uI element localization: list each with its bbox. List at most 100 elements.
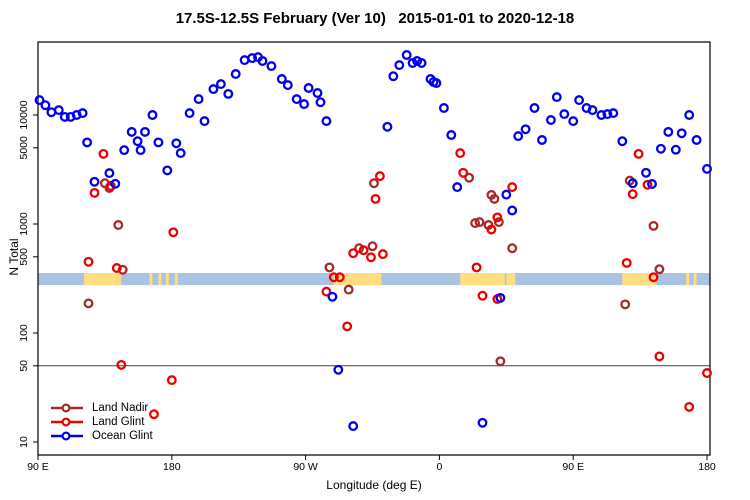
data-point-land-nadir	[464, 172, 475, 183]
data-point-land-glint	[654, 351, 665, 362]
data-point-ocean-glint	[684, 110, 695, 120]
data-point-land-glint	[471, 262, 482, 273]
data-point-land-glint	[507, 182, 518, 193]
data-point-land-nadir	[495, 356, 506, 367]
data-point-land-glint	[116, 359, 127, 370]
ocean-glint-marker-icon	[51, 431, 83, 441]
data-point-ocean-glint	[438, 103, 449, 113]
y-tick-label: 10	[18, 436, 30, 448]
data-point-ocean-glint	[303, 83, 314, 93]
data-point-land-glint	[321, 286, 332, 297]
data-point-land-nadir	[654, 264, 665, 275]
data-point-land-glint	[486, 224, 497, 235]
data-point-ocean-glint	[670, 144, 681, 155]
data-point-ocean-glint	[230, 69, 241, 79]
data-point-ocean-glint	[299, 99, 310, 110]
land-glint-marker-icon	[51, 417, 83, 427]
x-tick-label: 90 E	[27, 461, 49, 473]
data-point-ocean-glint	[77, 108, 88, 119]
data-point-ocean-glint	[119, 145, 130, 156]
data-point-ocean-glint	[676, 128, 687, 139]
data-point-land-glint	[366, 252, 376, 263]
data-point-ocean-glint	[382, 121, 393, 132]
data-point-ocean-glint	[559, 109, 570, 120]
data-point-land-glint	[648, 272, 659, 283]
data-point-ocean-glint	[276, 74, 287, 84]
data-point-ocean-glint	[110, 178, 121, 189]
data-point-ocean-glint	[53, 105, 64, 116]
data-point-ocean-glint	[126, 126, 137, 137]
data-point-ocean-glint	[135, 145, 146, 156]
data-point-land-nadir	[343, 284, 354, 295]
data-point-ocean-glint	[327, 291, 338, 302]
data-point-land-glint	[374, 171, 385, 182]
data-point-ocean-glint	[617, 136, 628, 147]
surface-band-land-patch	[174, 273, 178, 286]
data-point-land-glint	[377, 249, 388, 260]
data-point-ocean-glint	[507, 205, 518, 216]
x-tick-label: 180	[163, 461, 181, 473]
data-point-ocean-glint	[641, 167, 651, 178]
data-point-land-glint	[166, 375, 177, 386]
data-point-ocean-glint	[257, 56, 268, 66]
data-point-ocean-glint	[312, 88, 323, 98]
y-tick-label: 5000	[18, 136, 30, 160]
data-point-ocean-glint	[215, 79, 226, 90]
data-point-land-glint	[168, 227, 179, 238]
data-point-ocean-glint	[162, 165, 173, 176]
data-point-ocean-glint	[388, 71, 399, 82]
data-point-land-glint	[627, 189, 638, 200]
data-point-land-glint	[477, 290, 488, 301]
data-point-ocean-glint	[199, 116, 210, 127]
data-point-land-glint	[83, 256, 94, 267]
x-tick-label: 180	[698, 461, 716, 473]
data-point-land-nadir	[620, 299, 631, 310]
data-point-land-nadir	[489, 193, 500, 204]
data-point-ocean-glint	[333, 364, 344, 375]
y-tick-label: 1000	[18, 212, 30, 236]
data-point-land-nadir	[507, 243, 518, 254]
data-point-ocean-glint	[501, 189, 512, 200]
plot-border	[37, 41, 711, 456]
surface-band-land-patch	[686, 273, 690, 286]
data-point-land-glint	[642, 179, 653, 190]
data-point-ocean-glint	[702, 163, 712, 174]
data-point-ocean-glint	[596, 110, 607, 120]
x-tick-label: 90 E	[562, 461, 584, 473]
data-point-ocean-glint	[608, 108, 619, 119]
data-point-land-nadir	[367, 241, 378, 252]
data-point-land-nadir	[369, 178, 379, 189]
data-point-ocean-glint	[691, 135, 702, 145]
data-point-ocean-glint	[82, 137, 93, 148]
data-point-land-glint	[621, 257, 632, 268]
data-point-ocean-glint	[348, 421, 359, 432]
data-point-land-glint	[89, 187, 100, 198]
data-point-ocean-glint	[568, 116, 579, 127]
data-point-ocean-glint	[537, 135, 547, 145]
data-point-ocean-glint	[315, 97, 326, 108]
data-point-ocean-glint	[529, 103, 540, 113]
data-point-ocean-glint	[574, 95, 585, 106]
data-point-land-glint	[358, 245, 369, 256]
data-point-ocean-glint	[89, 176, 100, 187]
y-tick-label: 100	[18, 324, 30, 342]
data-point-land-nadir	[113, 220, 124, 230]
data-point-ocean-glint	[431, 78, 442, 89]
x-tick-label: 90 W	[293, 461, 318, 473]
legend-item-land-glint: Land Glint	[50, 415, 153, 429]
surface-band-land-patch	[460, 273, 505, 286]
data-point-land-nadir	[117, 264, 128, 275]
legend-label: Land Nadir	[92, 402, 149, 414]
data-point-ocean-glint	[266, 61, 277, 72]
data-point-ocean-glint	[655, 143, 666, 154]
data-point-ocean-glint	[321, 116, 332, 127]
data-point-ocean-glint	[401, 50, 412, 60]
y-tick-label: 10000	[18, 100, 30, 129]
data-point-ocean-glint	[520, 124, 531, 135]
data-point-ocean-glint	[663, 126, 674, 137]
legend-item-land-nadir: Land Nadir	[50, 401, 153, 415]
data-point-ocean-glint	[193, 94, 204, 105]
y-tick-label: 50	[18, 360, 30, 372]
data-point-land-nadir	[470, 218, 481, 229]
